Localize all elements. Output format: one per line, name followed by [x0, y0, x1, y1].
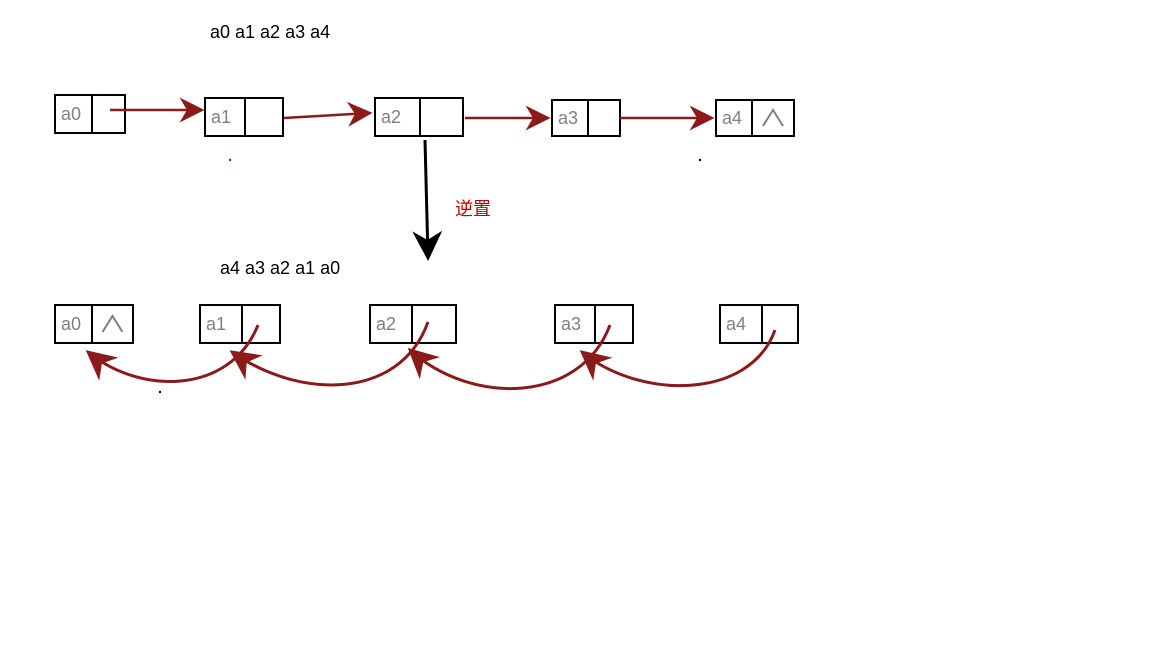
- top-node-label: a1: [211, 107, 231, 128]
- top-node-label: a4: [722, 108, 742, 129]
- operation-label: 逆置: [455, 195, 491, 221]
- top-node-label: a3: [558, 108, 578, 129]
- top-node-label: a0: [61, 104, 81, 125]
- bottom-node-label: a4: [726, 314, 746, 335]
- title-bottom: a4 a3 a2 a1 a0: [220, 258, 340, 279]
- bottom-node-label: a1: [206, 314, 226, 335]
- bottom-node-label: a2: [376, 314, 396, 335]
- title-top: a0 a1 a2 a3 a4: [210, 22, 330, 43]
- bottom-node-label: a3: [561, 314, 581, 335]
- bottom-node-label: a0: [61, 314, 81, 335]
- diagram-canvas: a0 a1 a2 a3 a4 a4 a3 a2 a1 a0 逆置 a0 a1 a…: [0, 0, 1152, 648]
- top-node-label: a2: [381, 107, 401, 128]
